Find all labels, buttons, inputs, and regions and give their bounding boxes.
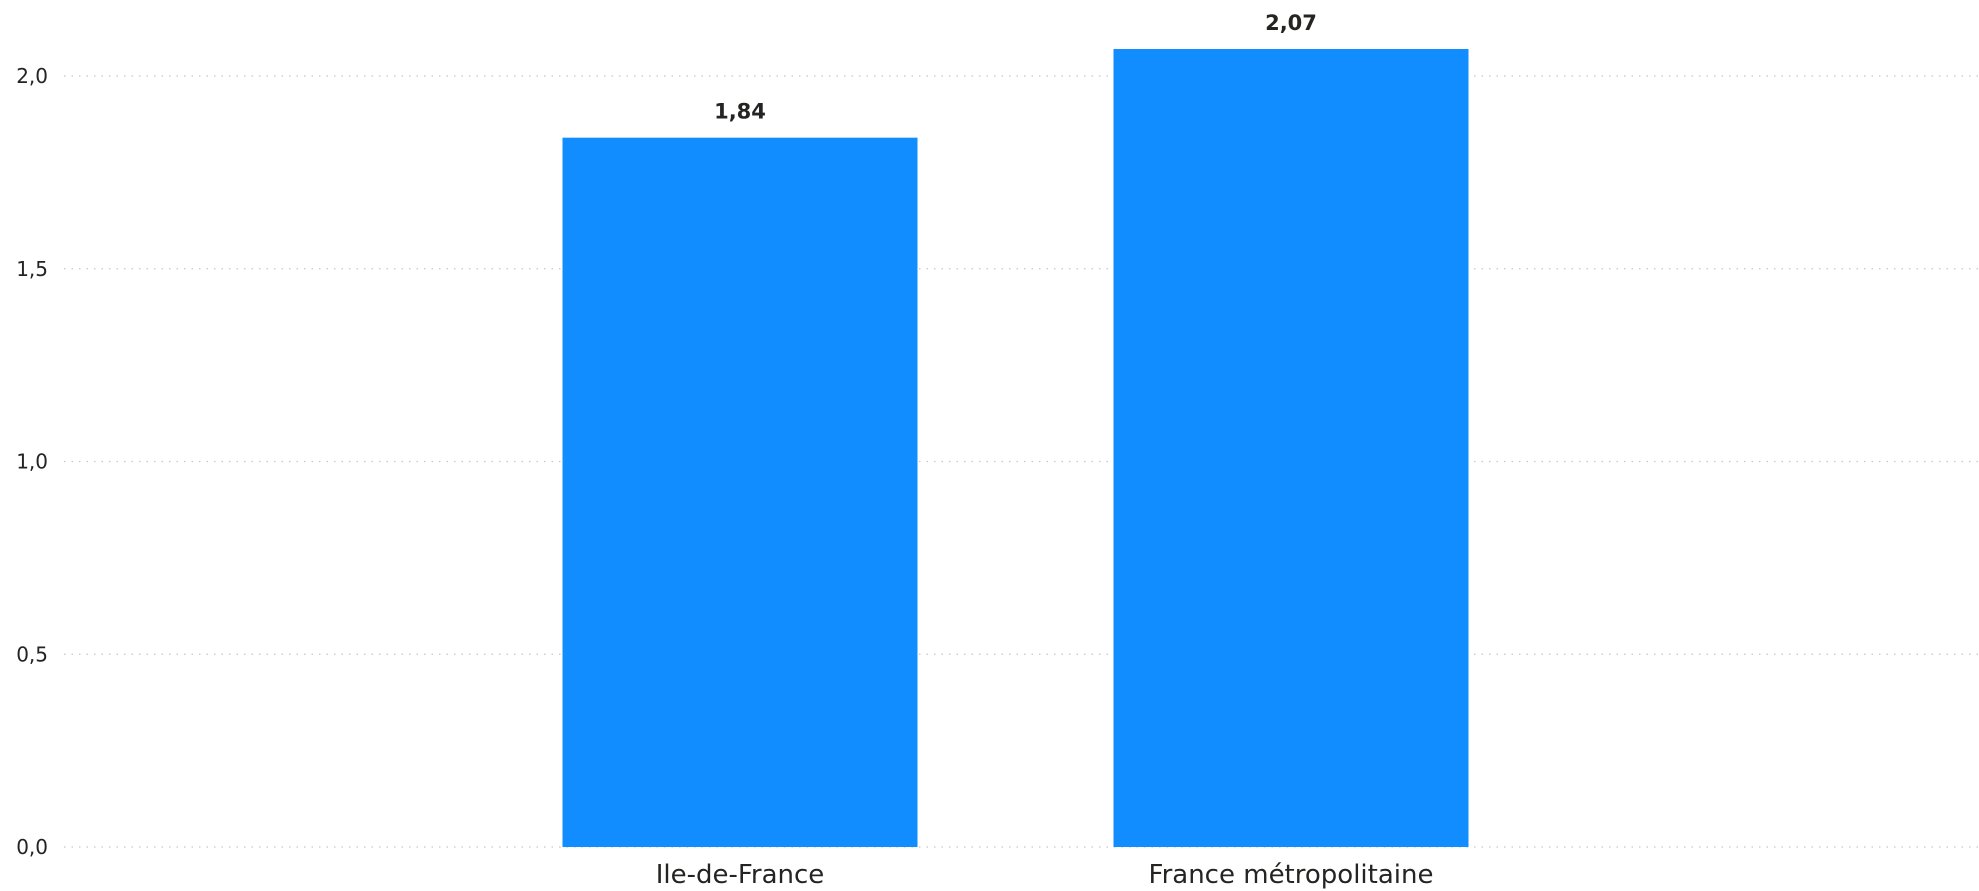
y-tick-label: 0,0 (16, 835, 48, 859)
bar[interactable] (1113, 49, 1469, 847)
bar[interactable] (562, 137, 918, 847)
y-tick-label: 1,5 (16, 257, 48, 281)
y-tick-label: 1,0 (16, 450, 48, 474)
bars (562, 49, 1469, 847)
y-tick-label: 2,0 (16, 64, 48, 88)
x-axis: Ile-de-France France métropolitaine (656, 860, 1434, 890)
y-tick-label: 0,5 (16, 642, 48, 666)
y-axis: 0,0 0,5 1,0 1,5 2,0 (16, 64, 48, 859)
gridlines (64, 75, 1979, 848)
x-tick-label: Ile-de-France (656, 860, 825, 890)
x-tick-label: France métropolitaine (1149, 860, 1434, 890)
data-label: 1,84 (714, 100, 766, 124)
data-label: 2,07 (1265, 11, 1317, 35)
data-labels: 1,84 2,07 (714, 11, 1317, 124)
